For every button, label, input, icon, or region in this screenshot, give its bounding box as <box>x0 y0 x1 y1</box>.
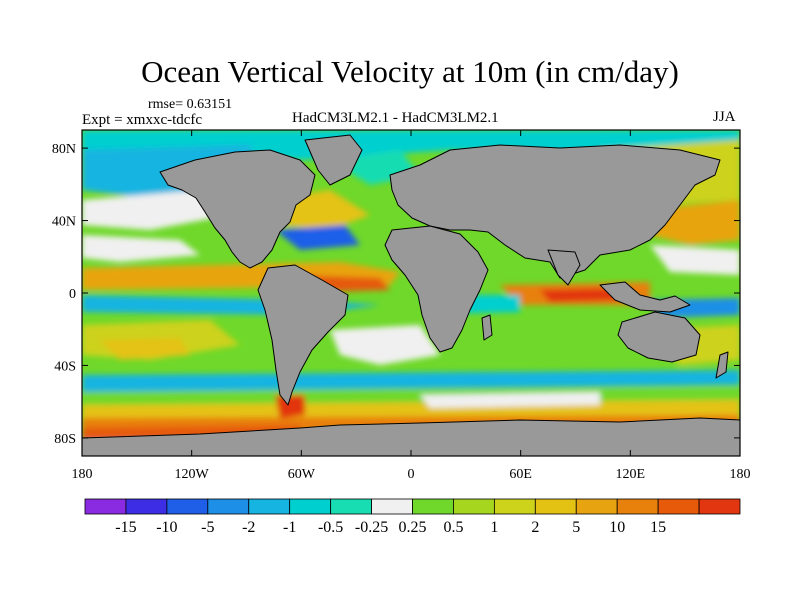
season-label: JJA <box>713 109 736 125</box>
colorbar-swatch <box>698 498 741 515</box>
colorbar-label: -5 <box>201 519 214 536</box>
colorbar-label: 5 <box>572 519 580 536</box>
colorbar-swatch <box>289 498 332 515</box>
colorbar-label: 0.25 <box>399 519 427 536</box>
south-america-land <box>257 264 349 406</box>
colorbar-label: 1 <box>490 519 498 536</box>
map-title: Ocean Vertical Velocity at 10m (in cm/da… <box>141 54 679 89</box>
lat-tick-label: 40N <box>52 215 76 230</box>
australia-land <box>617 311 701 363</box>
north-america-land <box>159 149 316 269</box>
lon-tick-label: 120W <box>175 467 210 482</box>
colorbar-swatch <box>84 498 127 515</box>
colorbar-label: -0.5 <box>318 519 343 536</box>
colorbar-swatch <box>453 498 495 515</box>
colorbar-swatch <box>166 498 209 515</box>
eurasia-land <box>389 144 721 279</box>
experiment-label: Expt = xmxxc-tdcfc <box>82 112 203 128</box>
africa-land <box>384 225 489 353</box>
antarctica-land <box>82 417 740 456</box>
lon-tick-label: 60W <box>288 467 316 482</box>
lat-tick-label: 0 <box>69 287 76 302</box>
colorbar-swatch <box>493 498 536 515</box>
lon-tick-label: 60E <box>509 467 532 482</box>
colorbar-label: -2 <box>242 519 255 536</box>
colorbar-swatch <box>330 498 372 515</box>
lat-tick-label: 80N <box>52 142 76 157</box>
lon-tick-label: 180 <box>730 467 751 482</box>
colorbar-swatch <box>657 498 700 515</box>
lat-tick-label: 80S <box>54 432 76 447</box>
colorbar-label: -1 <box>283 519 296 536</box>
southeast-asia-land <box>599 281 691 313</box>
madagascar-land <box>481 314 493 341</box>
models-label: HadCM3LM2.1 - HadCM3LM2.1 <box>292 110 499 126</box>
colorbar-label: 0.5 <box>443 519 463 536</box>
colorbar-swatch <box>248 498 291 515</box>
colorbar-label: -10 <box>156 519 177 536</box>
colorbar-swatch <box>207 498 250 515</box>
colorbar-label: -0.25 <box>355 519 388 536</box>
greenland-land <box>304 134 363 186</box>
lon-tick-label: 0 <box>408 467 415 482</box>
longitude-ticks: 180 120W 60W 0 60E 120E 180 <box>72 130 751 482</box>
new-zealand-land <box>715 351 729 379</box>
colorbar-swatch <box>616 498 659 515</box>
lon-tick-label: 120E <box>616 467 646 482</box>
colorbar-swatch <box>371 498 413 515</box>
colorbar-swatch <box>412 498 454 515</box>
colorbar-label: 15 <box>650 519 666 536</box>
latitude-ticks: 80N 40N 0 40S 80S <box>52 142 740 447</box>
rmse-label: rmse= 0.63151 <box>148 97 233 112</box>
colorbar-swatch <box>575 498 618 515</box>
ocean-field <box>82 130 740 456</box>
colorbar-label: 2 <box>531 519 539 536</box>
colorbar-swatch <box>534 498 577 515</box>
lat-tick-label: 40S <box>54 359 76 374</box>
india-land <box>547 249 581 286</box>
colorbar-swatch <box>125 498 168 515</box>
colorbar-label: 10 <box>609 519 625 536</box>
landmasses <box>82 134 740 456</box>
lon-tick-label: 180 <box>72 467 93 482</box>
colorbar: -15 -10 -5 -2 -1 -0.5 -0.25 0.25 0.5 1 2 5 10 15 <box>84 498 741 536</box>
colorbar-label: -15 <box>115 519 136 536</box>
